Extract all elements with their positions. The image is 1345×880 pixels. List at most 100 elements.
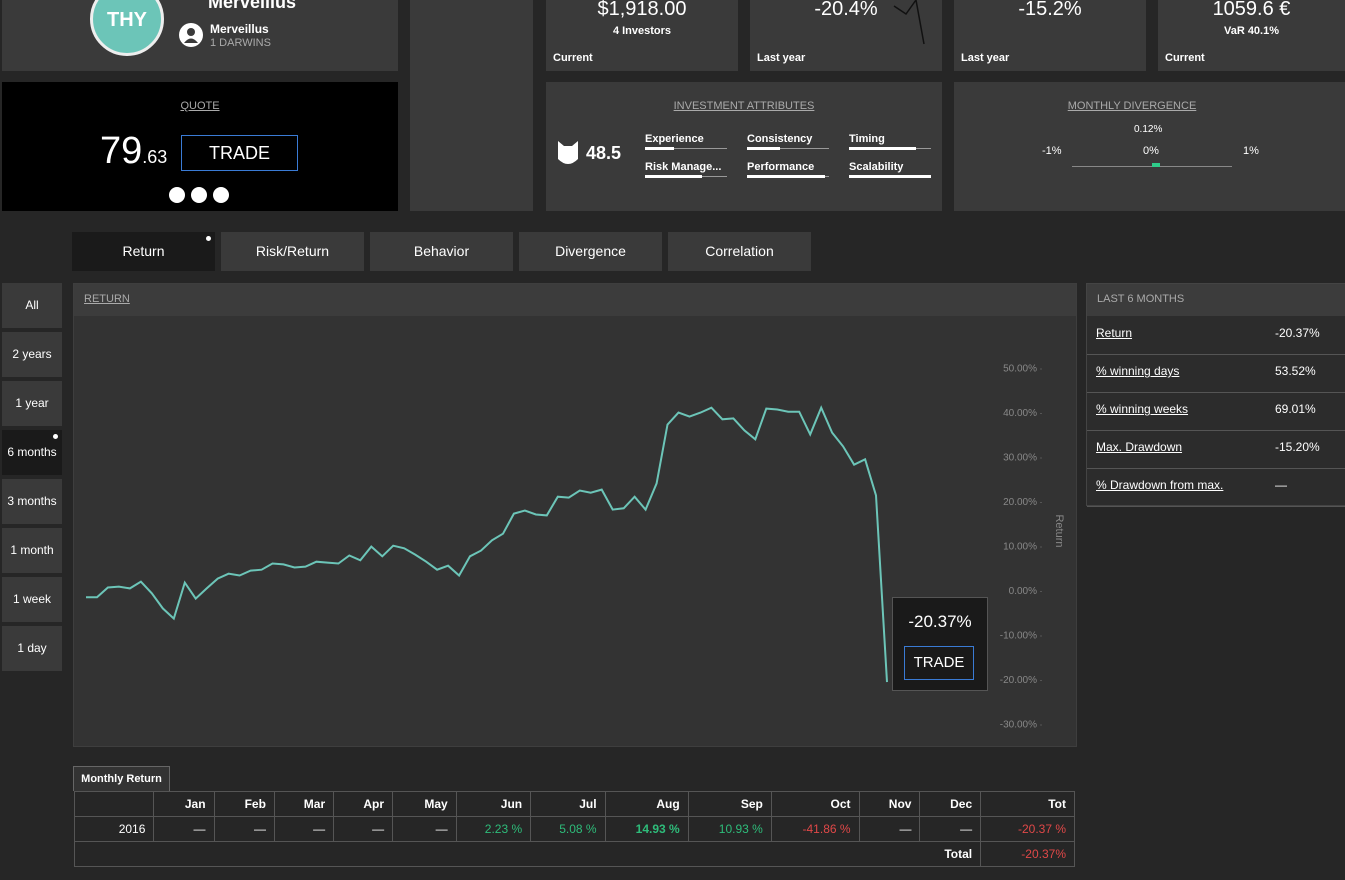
total-value: -20.37% — [980, 841, 1075, 867]
attribute-bar — [747, 147, 780, 150]
header-cell: Nov — [858, 791, 921, 817]
metric-value: -15.20% — [1275, 440, 1320, 454]
tab[interactable]: Divergence — [519, 232, 662, 271]
last6-panel: LAST 6 MONTHS Return -20.37% % winning day… — [1086, 283, 1345, 507]
period-button[interactable]: 6 months — [2, 430, 62, 475]
return-cell: 10.93 % — [687, 816, 772, 842]
stat-sub: VaR 40.1% — [1223, 25, 1280, 37]
period-button[interactable]: 1 month — [2, 528, 62, 573]
year-cell: 2016 — [73, 816, 155, 842]
attributes-title: INVESTMENT ATTRIBUTES — [673, 100, 815, 112]
return-cell: — — [153, 816, 215, 842]
user-icon — [179, 23, 203, 47]
owl-icon — [558, 141, 578, 164]
metric-name: % winning days — [1096, 364, 1180, 378]
attribute-name: Scalability — [849, 161, 904, 173]
return-cell: — — [392, 816, 457, 842]
avatar-text: THY — [107, 9, 147, 31]
header-cell: Jul — [530, 791, 606, 817]
divergence-value: 0.12% — [1134, 124, 1163, 135]
tab[interactable]: Behavior — [370, 232, 513, 271]
metric-name: % winning weeks — [1096, 402, 1189, 416]
row-line — [1087, 468, 1345, 469]
tooltip-trade[interactable]: TRADE — [904, 646, 974, 680]
header-cell: Dec — [919, 791, 982, 817]
metric-name: Max. Drawdown — [1096, 440, 1183, 454]
row-line — [1087, 506, 1345, 507]
y-tick-label: 40.00% — [1003, 408, 1037, 419]
stat-label: Last year — [757, 52, 806, 64]
return-cell: 5.08 % — [530, 816, 606, 842]
last6-title: LAST 6 MONTHS — [1097, 293, 1185, 305]
y-tick-label: 50.00% — [1003, 364, 1037, 375]
attribute-name: Timing — [849, 133, 885, 145]
metric-value: -20.37% — [1275, 326, 1320, 340]
header-cell: May — [392, 791, 457, 817]
attributes-score: 48.5 — [586, 143, 622, 163]
tab[interactable]: Correlation — [668, 232, 811, 271]
user-name: Merveillus — [210, 22, 269, 36]
tooltip-value: -20.37% — [908, 612, 972, 631]
header-cell: Jan — [153, 791, 215, 817]
attribute-bar — [849, 175, 931, 178]
tab[interactable]: Risk/Return — [221, 232, 364, 271]
attribute-name: Performance — [747, 161, 815, 173]
header-row: Jan Feb Mar Apr May Jun Jul Aug Sep Oct Nov Dec Tot — [73, 791, 1075, 817]
divergence-zero: 0% — [1143, 145, 1159, 157]
stat-label: Last year — [961, 52, 1010, 64]
return-cell: — — [213, 816, 275, 842]
divergence-min: -1% — [1042, 145, 1062, 157]
return-cell: -41.86 % — [770, 816, 860, 842]
return-cell: 2.23 % — [455, 816, 532, 842]
y-axis-label: Return — [1053, 514, 1065, 547]
divergence-marker — [1152, 163, 1160, 167]
attribute-name: Risk Manage... — [645, 161, 722, 173]
divergence-max: 1% — [1243, 145, 1259, 157]
attribute-name: Experience — [645, 133, 704, 145]
stat-value: -20.4% — [814, 0, 878, 20]
stat-label: Current — [553, 52, 593, 64]
stat-card: 1059.6 € VaR 40.1% Current — [1158, 0, 1345, 71]
attribute-name: Consistency — [747, 133, 813, 145]
stat-value: $1,918.00 — [597, 0, 687, 20]
metric-name: % Drawdown from max. — [1096, 478, 1224, 492]
trade-button[interactable]: TRADE — [181, 135, 298, 171]
attribute-bar — [645, 147, 674, 150]
chart: -30.00% -20.00% -10.00% 0.00% 10.00% 20.00% 30… — [86, 364, 1065, 731]
return-cell: — — [858, 816, 921, 842]
y-tick-label: 0.00% — [1009, 586, 1037, 597]
attribute-bar — [645, 175, 703, 178]
year-row: 2016— — — — —2.23 % 5.08 % 14.93 % 10.93 % -41.8… — [73, 816, 1075, 842]
return-cell: -20.37 % — [980, 816, 1075, 842]
row-line — [1087, 354, 1345, 355]
chart-header — [74, 284, 1076, 316]
metric-value: 69.01% — [1275, 402, 1316, 416]
chart-title: RETURN — [84, 293, 130, 305]
header-cell — [73, 791, 155, 817]
monthly-table: Jan Feb Mar Apr May Jun Jul Aug Sep Oct Nov Dec Tot 2… — [73, 791, 1075, 867]
stat-value: 1059.6 € — [1212, 0, 1291, 20]
period-button[interactable]: 3 months — [2, 479, 62, 524]
tab[interactable]: Return — [72, 232, 215, 271]
darwins-count: 1 DARWINS — [210, 37, 271, 49]
period-button[interactable]: 1 day — [2, 626, 62, 671]
period-button[interactable]: 1 year — [2, 381, 62, 426]
return-cell: — — [919, 816, 982, 842]
period-button[interactable]: 1 week — [2, 577, 62, 622]
stat-card: -20.4% Last year — [750, 0, 942, 71]
total-row: Total -20.37% — [73, 841, 1075, 867]
total-label: Total — [73, 841, 982, 867]
header-cell: Jun — [455, 791, 532, 817]
attribute-track — [645, 148, 727, 149]
return-cell: — — [273, 816, 335, 842]
row-line — [1087, 430, 1345, 431]
divergence-title: MONTHLY DIVERGENCE — [1067, 100, 1197, 112]
period-button[interactable]: 2 years — [2, 332, 62, 377]
header-cell: Feb — [213, 791, 275, 817]
period-button[interactable]: All — [2, 283, 62, 328]
metric-value: 53.52% — [1275, 364, 1316, 378]
header-cell: Aug — [604, 791, 689, 817]
monthly-tab[interactable]: Monthly Return — [73, 766, 170, 791]
header-cell: Oct — [770, 791, 860, 817]
